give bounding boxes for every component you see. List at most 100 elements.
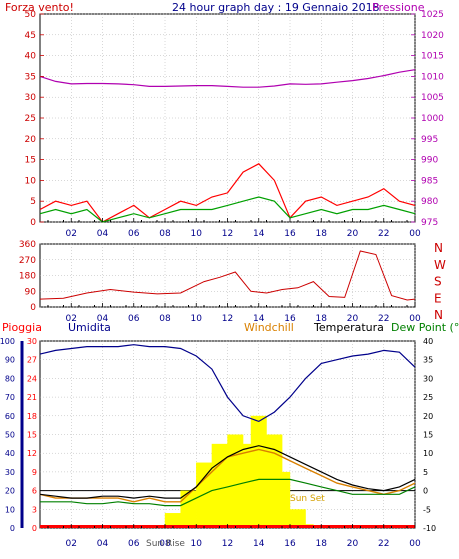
- x-tick-label: 04: [97, 539, 109, 549]
- compass-label: S: [434, 275, 442, 289]
- temperature-tick-label: -10: [423, 524, 436, 533]
- x-tick-label: 12: [222, 314, 233, 324]
- x-tick-label: 00: [409, 539, 421, 549]
- x-tick-label: 06: [128, 229, 140, 239]
- x-tick-label: 18: [316, 229, 328, 239]
- windchill-label: Windchill: [244, 321, 294, 334]
- humidity-tick-label: 10: [5, 505, 15, 514]
- humidity-tick-label: 50: [5, 431, 15, 440]
- wind-tick-label: 15: [25, 156, 36, 166]
- x-tick-label: 16: [284, 314, 296, 324]
- x-tick-label: 12: [222, 229, 233, 239]
- compass-label: W: [434, 258, 446, 272]
- sun-bar: [164, 513, 181, 528]
- temperature-tick-label: 30: [423, 374, 433, 383]
- rain-tick-label: 6: [32, 487, 37, 496]
- x-tick-label: 18: [316, 539, 328, 549]
- x-tick-label: 14: [253, 229, 265, 239]
- pressure-tick-label: 1015: [421, 52, 444, 62]
- pressure-tick-label: 990: [421, 156, 438, 166]
- humidity-tick-label: 60: [5, 412, 15, 421]
- pressure-line: [39, 69, 416, 88]
- x-tick-label: 22: [378, 229, 389, 239]
- temperature-tick-label: 35: [423, 356, 433, 365]
- temperature-tick-label: 5: [423, 468, 428, 477]
- compass-label: E: [434, 291, 442, 305]
- x-tick-label: 22: [378, 539, 389, 549]
- humidity-tick-label: 100: [0, 337, 15, 346]
- wind-tick-label: 30: [25, 93, 37, 103]
- rain-tick-label: 21: [27, 393, 37, 402]
- humidity-tick-label: 90: [5, 356, 15, 365]
- sun-bar: [227, 434, 244, 528]
- humidity-tick-label: 70: [5, 393, 15, 402]
- rain-tick-label: 27: [27, 356, 37, 365]
- pressure-tick-label: 980: [421, 197, 438, 207]
- pressure-tick-label: 985: [421, 176, 438, 186]
- x-tick-label: 10: [191, 314, 203, 324]
- dewpoint-line: [40, 478, 416, 507]
- x-tick-label: 14: [253, 314, 265, 324]
- rain-tick-label: 30: [27, 337, 37, 346]
- rain-tick-label: 15: [27, 431, 37, 440]
- temperature-tick-label: -5: [423, 505, 431, 514]
- pressure-tick-label: 1010: [421, 72, 444, 82]
- x-tick-label: 06: [128, 539, 140, 549]
- x-tick-label: 02: [66, 314, 77, 324]
- humidity-line: [39, 344, 416, 423]
- sun-bar: [211, 443, 228, 528]
- sun-bar: [196, 462, 213, 528]
- x-tick-label: 16: [284, 229, 296, 239]
- temperature-tick-label: 25: [423, 393, 433, 402]
- sun-set-label: Sun Set: [290, 494, 325, 504]
- x-tick-label: 00: [409, 229, 421, 239]
- direction-tick-label: 360: [19, 240, 36, 250]
- rain-tick-label: 18: [27, 412, 37, 421]
- wind-tick-label: 45: [25, 31, 36, 41]
- wind-tick-label: 0: [30, 218, 36, 228]
- x-tick-label: 02: [66, 539, 77, 549]
- pressure-tick-label: 995: [421, 135, 438, 145]
- temperature-tick-label: 20: [423, 412, 433, 421]
- x-tick-label: 20: [347, 229, 359, 239]
- x-tick-label: 10: [191, 539, 203, 549]
- x-tick-label: 08: [159, 229, 171, 239]
- rain-tick-label: 9: [32, 468, 37, 477]
- compass-label: N: [434, 308, 443, 322]
- rain-tick-label: 12: [27, 449, 37, 458]
- x-tick-label: 04: [97, 314, 109, 324]
- pressure-tick-label: 1025: [421, 10, 444, 20]
- x-tick-label: 06: [128, 314, 140, 324]
- x-tick-label: 20: [347, 314, 359, 324]
- temperature-tick-label: 0: [423, 487, 428, 496]
- wind-tick-label: 5: [30, 197, 36, 207]
- temperature-tick-label: 40: [423, 337, 433, 346]
- humidity-tick-label: 0: [10, 524, 15, 533]
- rain-tick-label: 24: [27, 374, 37, 383]
- direction-tick-label: 180: [19, 272, 36, 282]
- temperature-label: Temperatura: [313, 321, 384, 334]
- x-tick-label: 04: [97, 229, 109, 239]
- pressure-axis-title: Pressione: [372, 1, 425, 14]
- x-tick-label: 02: [66, 229, 77, 239]
- wind-direction-line: [39, 250, 416, 301]
- compass-label: N: [434, 241, 443, 255]
- graph-title: 24 hour graph day : 19 Gennaio 2018: [172, 1, 380, 14]
- temperature-tick-label: 15: [423, 431, 433, 440]
- wind-tick-label: 35: [25, 72, 36, 82]
- temperature-tick-label: 10: [423, 449, 433, 458]
- x-tick-label: 10: [191, 229, 203, 239]
- wind-tick-label: 25: [25, 114, 36, 124]
- x-tick-label: 08: [159, 539, 171, 549]
- x-tick-label: 00: [409, 314, 421, 324]
- x-tick-label: 08: [159, 314, 171, 324]
- sun-bar: [274, 471, 291, 528]
- x-tick-label: 12: [222, 539, 233, 549]
- wind-axis-title: Forza vento!: [5, 1, 74, 14]
- x-tick-label: 14: [253, 539, 265, 549]
- pressure-tick-label: 1000: [421, 114, 444, 124]
- rain-label: Pioggia: [2, 321, 42, 334]
- humidity-label: Umidita: [68, 321, 111, 334]
- sun-rise-label: Sun Rise: [146, 539, 185, 549]
